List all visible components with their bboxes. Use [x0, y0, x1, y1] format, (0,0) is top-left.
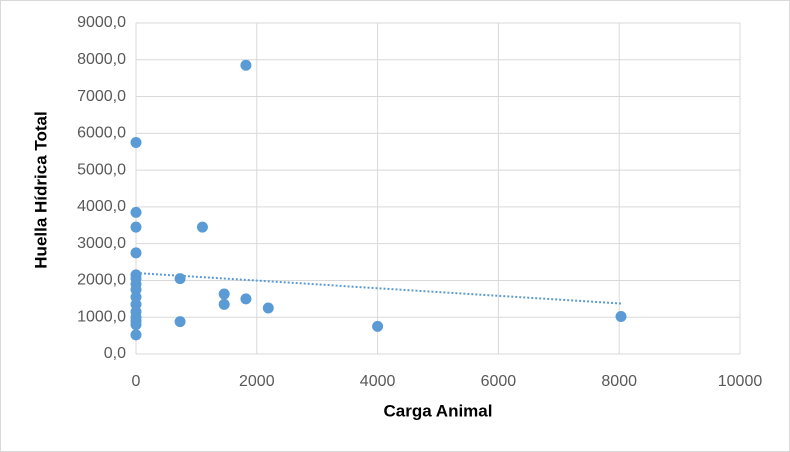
point — [130, 206, 142, 218]
point — [262, 302, 274, 314]
trendline — [135, 271, 622, 305]
y-tick-label: 2000,0 — [77, 272, 126, 289]
y-tick-label: 6000,0 — [77, 125, 126, 142]
point — [240, 59, 252, 71]
point — [130, 319, 142, 331]
y-tick-label: 1000,0 — [77, 308, 126, 325]
point — [174, 316, 186, 328]
y-tick-label: 7000,0 — [77, 88, 126, 105]
point — [218, 298, 230, 310]
point — [130, 247, 142, 259]
x-tick-label: 8000 — [601, 373, 637, 390]
y-tick-label: 3000,0 — [77, 235, 126, 252]
x-tick-label: 2000 — [239, 373, 275, 390]
point — [130, 221, 142, 233]
y-tick-label: 5000,0 — [77, 161, 126, 178]
point — [130, 137, 142, 149]
y-tick-label: 4000,0 — [77, 198, 126, 215]
x-tick-label: 0 — [132, 373, 141, 390]
x-axis-title: Carga Animal — [384, 401, 493, 420]
point — [372, 320, 384, 332]
y-axis-title: Huella Hídrica Total — [31, 111, 50, 268]
y-tick-label: 8000,0 — [77, 51, 126, 68]
y-tick-label: 9000,0 — [77, 14, 126, 31]
point — [130, 329, 142, 341]
y-tick-label: 0,0 — [104, 345, 126, 362]
point — [196, 221, 208, 233]
point — [615, 310, 627, 322]
x-tick-label: 10000 — [718, 373, 763, 390]
x-tick-label: 4000 — [360, 373, 396, 390]
x-tick-label: 6000 — [481, 373, 517, 390]
point — [218, 288, 230, 300]
point — [240, 293, 252, 305]
